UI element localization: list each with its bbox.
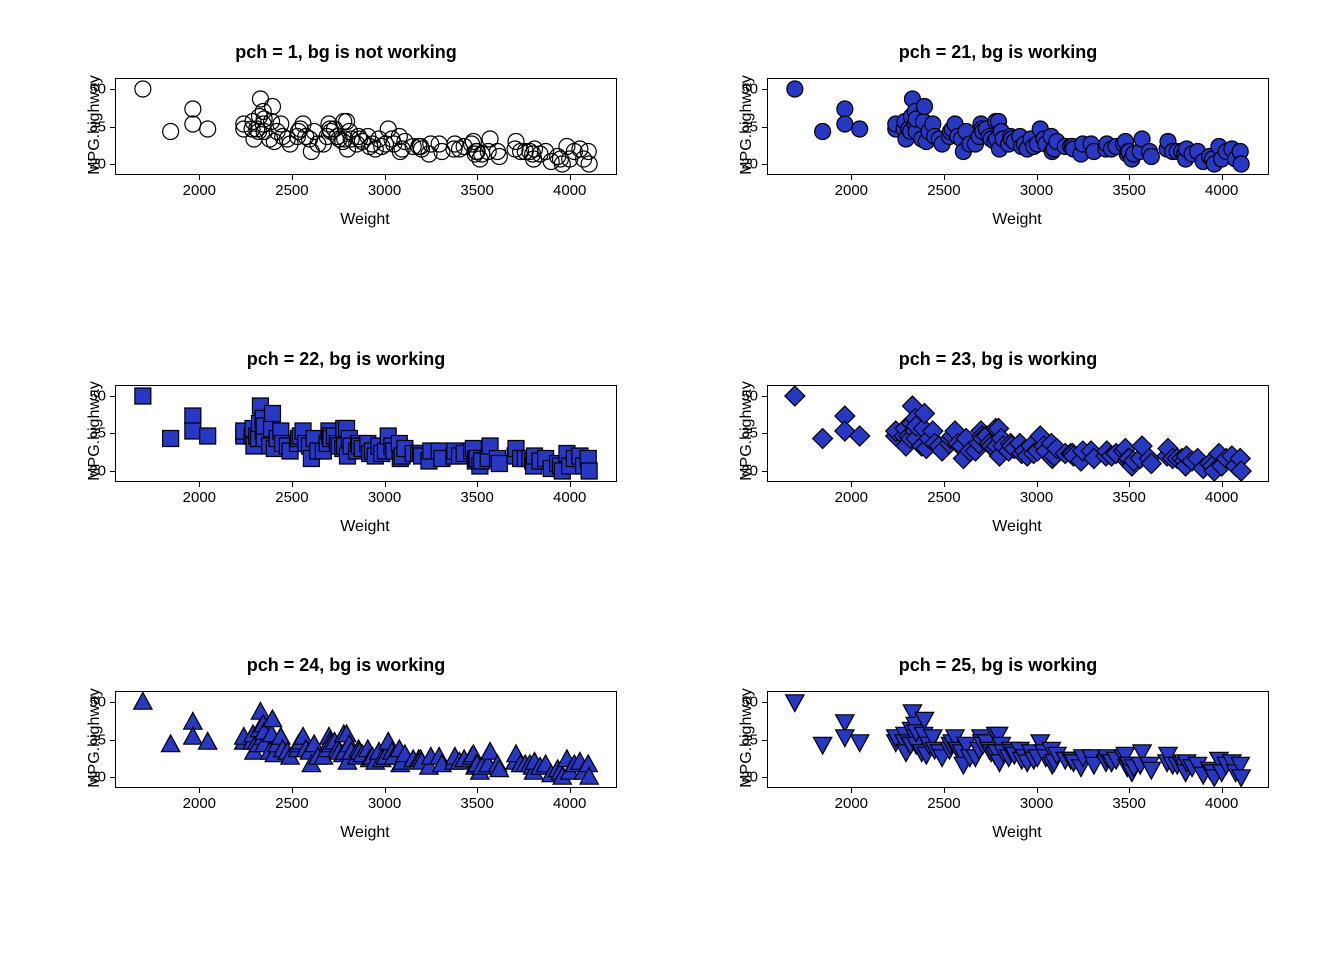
panel-title: pch = 21, bg is working	[672, 42, 1324, 63]
scatter-points	[768, 692, 1268, 787]
panel-title: pch = 22, bg is working	[20, 349, 672, 370]
y-axis-label: MPG.highway	[86, 688, 104, 788]
x-tick-label: 3500	[1112, 481, 1145, 506]
x-tick-label: 4000	[553, 174, 586, 199]
panel-title: pch = 1, bg is not working	[20, 42, 672, 63]
x-tick-label: 2000	[183, 481, 216, 506]
x-axis-label: Weight	[767, 211, 1267, 229]
x-axis-label: Weight	[767, 518, 1267, 536]
plot-area: 20355020002500300035004000	[767, 78, 1269, 175]
x-tick-label: 2000	[835, 481, 868, 506]
scatter-panel: pch = 25, bg is working 20355020002500300…	[672, 633, 1324, 939]
x-tick-label: 3500	[1112, 174, 1145, 199]
scatter-points	[116, 692, 616, 787]
y-axis-label: MPG.highway	[738, 75, 756, 175]
scatter-panel: pch = 21, bg is working 20355020002500300…	[672, 20, 1324, 326]
plot-area: 20355020002500300035004000	[115, 385, 617, 482]
x-tick-label: 3000	[368, 787, 401, 812]
x-tick-label: 3000	[1020, 174, 1053, 199]
x-tick-label: 4000	[553, 481, 586, 506]
scatter-points	[768, 386, 1268, 481]
x-tick-label: 4000	[1205, 481, 1238, 506]
x-tick-label: 2500	[927, 787, 960, 812]
x-tick-label: 3000	[368, 481, 401, 506]
plot-area: 20355020002500300035004000	[767, 691, 1269, 788]
x-tick-label: 2500	[275, 787, 308, 812]
x-tick-label: 4000	[1205, 787, 1238, 812]
plot-area: 20355020002500300035004000	[115, 691, 617, 788]
x-tick-label: 4000	[1205, 174, 1238, 199]
y-axis-label: MPG.highway	[738, 688, 756, 788]
x-tick-label: 3500	[460, 174, 493, 199]
scatter-panel: pch = 22, bg is working 20355020002500300…	[20, 327, 672, 633]
x-axis-label: Weight	[115, 824, 615, 842]
scatter-panel: pch = 1, bg is not working 20355020002500…	[20, 20, 672, 326]
plot-area: 20355020002500300035004000	[115, 78, 617, 175]
y-axis-label: MPG.highway	[738, 381, 756, 481]
scatter-panel: pch = 23, bg is working 20355020002500300…	[672, 327, 1324, 633]
x-tick-label: 3500	[460, 481, 493, 506]
panel-title: pch = 23, bg is working	[672, 349, 1324, 370]
x-tick-label: 2000	[183, 174, 216, 199]
y-axis-label: MPG.highway	[86, 75, 104, 175]
x-tick-label: 3000	[1020, 481, 1053, 506]
scatter-points	[116, 79, 616, 174]
x-tick-label: 4000	[553, 787, 586, 812]
chart-grid: pch = 1, bg is not working 20355020002500…	[20, 20, 1324, 940]
x-tick-label: 2000	[835, 174, 868, 199]
y-axis-label: MPG.highway	[86, 381, 104, 481]
x-tick-label: 3000	[368, 174, 401, 199]
scatter-points	[116, 386, 616, 481]
x-tick-label: 2000	[835, 787, 868, 812]
x-tick-label: 3500	[460, 787, 493, 812]
x-tick-label: 2500	[275, 174, 308, 199]
plot-area: 20355020002500300035004000	[767, 385, 1269, 482]
x-axis-label: Weight	[115, 518, 615, 536]
panel-title: pch = 25, bg is working	[672, 655, 1324, 676]
x-tick-label: 3000	[1020, 787, 1053, 812]
x-tick-label: 2500	[927, 174, 960, 199]
scatter-points	[768, 79, 1268, 174]
x-tick-label: 2500	[927, 481, 960, 506]
x-axis-label: Weight	[767, 824, 1267, 842]
x-axis-label: Weight	[115, 211, 615, 229]
scatter-panel: pch = 24, bg is working 20355020002500300…	[20, 633, 672, 939]
x-tick-label: 2000	[183, 787, 216, 812]
panel-title: pch = 24, bg is working	[20, 655, 672, 676]
x-tick-label: 2500	[275, 481, 308, 506]
x-tick-label: 3500	[1112, 787, 1145, 812]
